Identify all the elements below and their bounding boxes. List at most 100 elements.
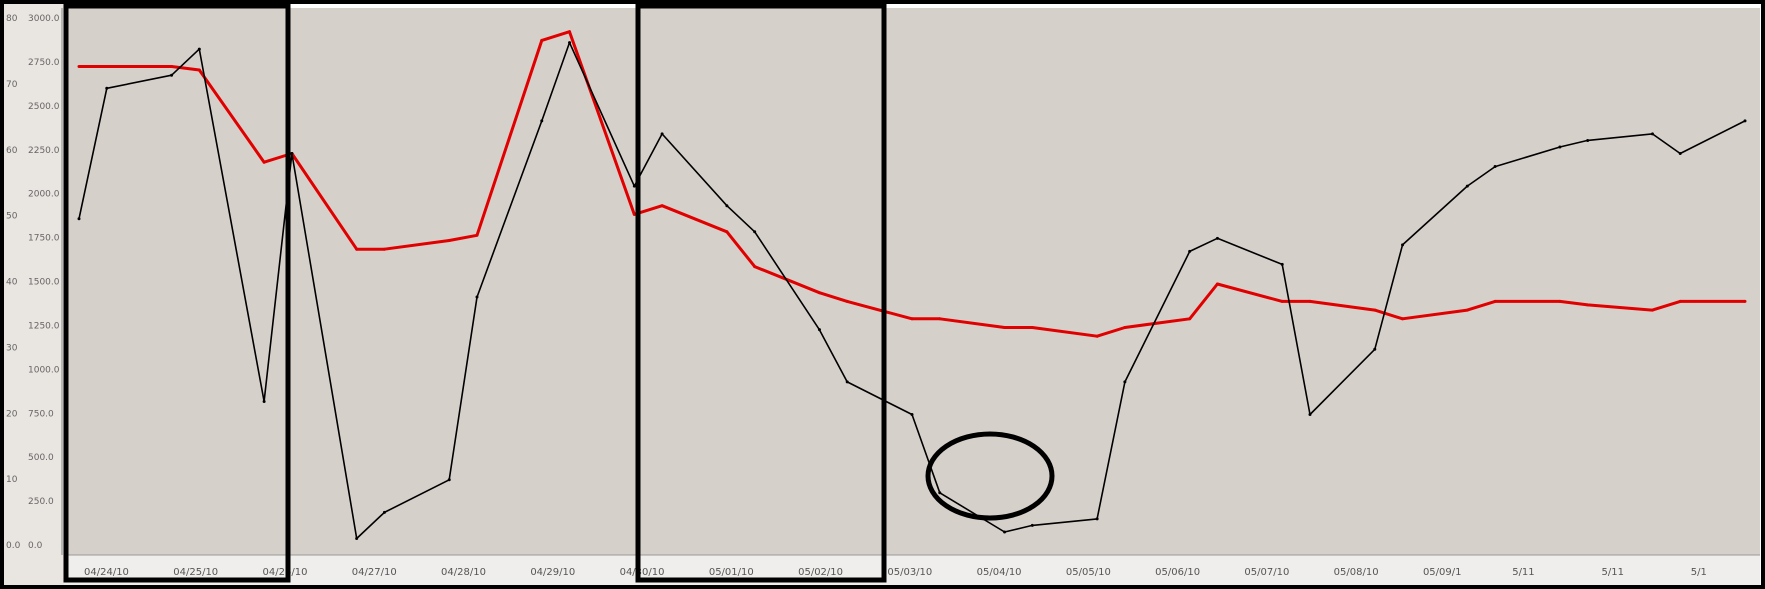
series-point-red (1743, 299, 1747, 303)
right-axis-tick-label: 500.0 (28, 453, 54, 463)
series-point-black (1280, 262, 1284, 266)
series-point-red (475, 233, 479, 237)
series-point-red (1003, 326, 1007, 329)
x-tick-label: 05/07/10 (1244, 567, 1289, 578)
series-point-red (817, 291, 821, 295)
series-point-black (1188, 249, 1192, 253)
right-axis-tick-label: 2250.0 (28, 146, 60, 156)
right-axis-tick-label: 1000.0 (28, 365, 60, 375)
series-point-red (1188, 317, 1192, 321)
series-point-red (568, 30, 572, 34)
series-point-red (262, 160, 266, 164)
series-point-red (1215, 282, 1219, 286)
x-tick-label: 05/06/10 (1155, 567, 1200, 578)
series-point-red (197, 68, 201, 72)
x-tick-label: 04/28/10 (441, 567, 486, 578)
series-point-red (1465, 308, 1469, 312)
series-point-black (660, 132, 664, 136)
series-point-black (1003, 530, 1007, 534)
left-axis-tick-label: 80 (6, 14, 18, 24)
series-point-black (105, 86, 109, 90)
series-point-red (1308, 299, 1312, 303)
series-point-black (725, 204, 729, 208)
series-point-black (77, 217, 81, 221)
x-tick-label: 04/27/10 (352, 567, 397, 578)
right-axis-tick-label: 1250.0 (28, 321, 60, 331)
series-point-black (1123, 380, 1127, 384)
x-tick-label: 05/01/10 (709, 567, 754, 578)
right-axis-tick-label: 2000.0 (28, 190, 60, 200)
series-point-black (1401, 243, 1405, 247)
series-point-black (1586, 138, 1590, 142)
series-point-black (1373, 347, 1377, 351)
series-point-red (355, 247, 359, 251)
series-point-red (105, 65, 109, 68)
highlight-ellipse (925, 431, 1055, 521)
right-axis-tick-label: 3000.0 (28, 14, 60, 24)
x-tick-label: 5/11 (1601, 567, 1623, 578)
x-tick-label: 04/26/10 (263, 567, 308, 578)
highlight-box (63, 3, 291, 583)
right-axis-tick-label: 250.0 (28, 497, 54, 507)
series-point-red (382, 247, 386, 251)
x-tick-label: 5/11 (1512, 567, 1534, 578)
series-point-red (1123, 326, 1127, 329)
left-axis-tick-label: 60 (6, 146, 18, 156)
series-point-black (197, 47, 201, 51)
series-point-red (632, 212, 636, 216)
series-point-black (753, 230, 757, 234)
series-point-black (1493, 165, 1497, 169)
axis-strip (0, 0, 64, 589)
series-point-black (447, 478, 451, 482)
series-point-black (262, 399, 266, 403)
series-point-black (170, 73, 174, 77)
series-point-red (753, 265, 757, 269)
series-point-red (170, 65, 174, 68)
series-point-red (1095, 334, 1099, 338)
series-point-black (290, 152, 294, 155)
series-point-black (845, 380, 849, 384)
right-axis-tick-label: 1750.0 (28, 234, 60, 244)
series-point-black (382, 510, 386, 514)
series-point-red (1030, 326, 1034, 329)
series-point-red (660, 204, 664, 208)
series-point-red (447, 239, 451, 242)
series-point-red (1678, 299, 1682, 303)
left-axis-tick-label: 0.0 (6, 541, 21, 551)
left-axis-tick-label: 40 (6, 278, 18, 288)
x-axis-band (64, 555, 1760, 585)
left-axis-tick-label: 30 (6, 343, 18, 353)
series-point-red (1373, 308, 1377, 312)
left-axis-tick-label: 70 (6, 80, 18, 90)
series-point-red (540, 38, 544, 42)
series-point-black (938, 491, 942, 495)
x-tick-label: 04/30/10 (620, 567, 665, 578)
x-tick-label: 05/09/1 (1423, 567, 1462, 578)
right-axis-tick-label: 750.0 (28, 409, 54, 419)
left-axis-tick-label: 10 (6, 475, 18, 485)
plot-background (64, 8, 1760, 555)
x-tick-label: 04/24/10 (84, 567, 129, 578)
series-point-black (1558, 145, 1562, 149)
series-point-black (1650, 132, 1654, 136)
series-point-black (1215, 236, 1219, 240)
series-point-black (1308, 413, 1312, 416)
series-point-red (725, 230, 729, 234)
series-point-black (1743, 119, 1747, 123)
x-tick-label: 05/04/10 (977, 567, 1022, 578)
series-point-red (1401, 317, 1405, 321)
x-tick-label: 05/02/10 (798, 567, 843, 578)
series-point-red (1280, 299, 1284, 303)
series-point-black (1678, 152, 1682, 155)
series-point-red (845, 299, 849, 303)
highlight-box (635, 3, 887, 583)
x-tick-label: 05/05/10 (1066, 567, 1111, 578)
series-point-black (568, 41, 572, 45)
x-tick-label: 04/25/10 (173, 567, 218, 578)
series-point-red (910, 317, 914, 321)
x-tick-label: 05/08/10 (1334, 567, 1379, 578)
x-tick-label: 05/03/10 (887, 567, 932, 578)
